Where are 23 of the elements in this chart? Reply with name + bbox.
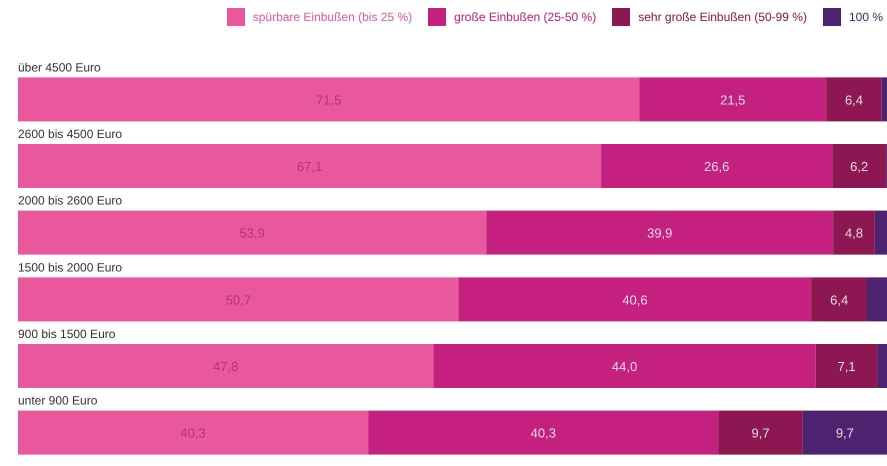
- data-label: 26,6: [704, 159, 730, 174]
- legend-label: große Einbußen (25-50 %): [453, 9, 596, 26]
- legend-label: 100 %: [848, 9, 883, 26]
- data-label: 40,6: [622, 292, 648, 308]
- y-tick-label: 2000 bis 2600 Euro: [18, 194, 122, 208]
- legend-label: sehr große Einbußen (50-99 %): [637, 9, 807, 26]
- legend-label: spürbare Einbußen (bis 25 %): [252, 9, 412, 26]
- data-label: 6,4: [844, 92, 864, 108]
- data-label: 21,5: [720, 92, 746, 108]
- y-tick-label: 2600 bis 4500 Euro: [18, 127, 122, 141]
- data-label: 4,8: [844, 226, 864, 241]
- data-label: 6,2: [850, 159, 868, 174]
- data-label: 7,1: [838, 359, 856, 374]
- y-tick-label: 900 bis 1500 Euro: [18, 327, 116, 341]
- y-tick-label: über 4500 Euro: [18, 60, 102, 74]
- data-label: 39,9: [647, 226, 672, 241]
- data-label: 6,4: [830, 292, 848, 308]
- data-label: 9,7: [836, 426, 854, 441]
- data-label: 9,7: [752, 426, 770, 441]
- y-tick-label: unter 900 Euro: [18, 394, 98, 408]
- data-label: 44,0: [612, 359, 638, 374]
- y-tick-label: 1500 bis 2000 Euro: [18, 260, 122, 274]
- data-label: 40,3: [530, 426, 556, 441]
